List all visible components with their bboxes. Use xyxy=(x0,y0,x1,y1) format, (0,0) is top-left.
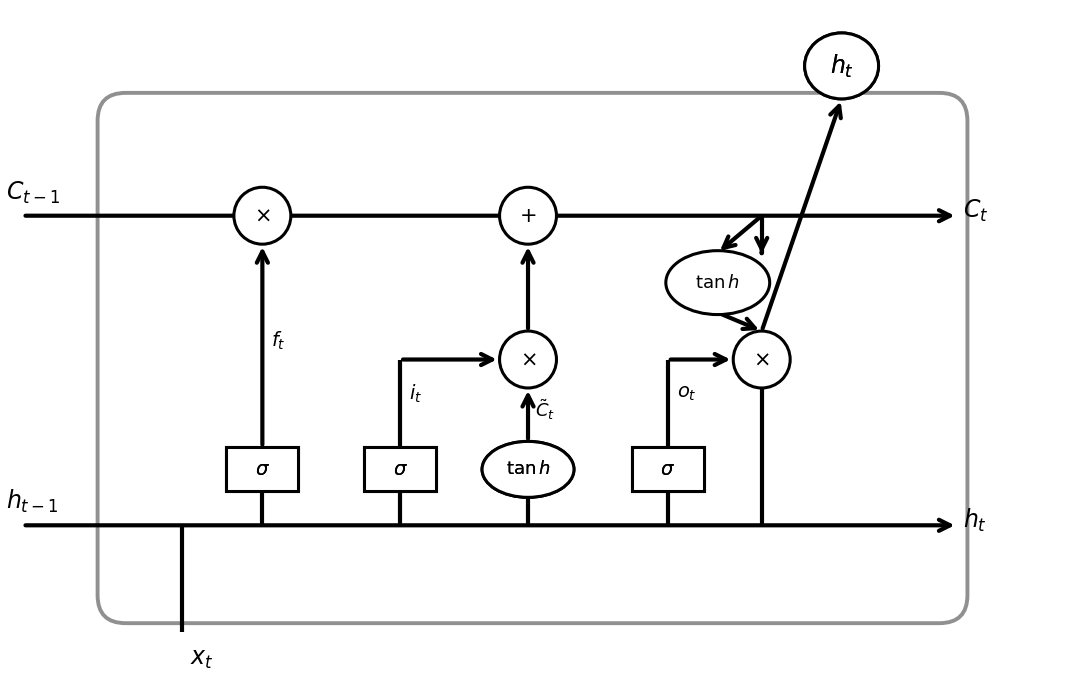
Text: $x_t$: $x_t$ xyxy=(190,647,214,671)
Ellipse shape xyxy=(482,441,573,498)
Text: $\sigma$: $\sigma$ xyxy=(660,460,675,479)
Text: $h_{t-1}$: $h_{t-1}$ xyxy=(5,488,58,515)
Text: $C_t$: $C_t$ xyxy=(963,197,989,224)
Text: $\sigma$: $\sigma$ xyxy=(393,460,407,479)
Text: $C_{t-1}$: $C_{t-1}$ xyxy=(5,180,59,205)
Circle shape xyxy=(733,331,791,388)
Text: $h_t$: $h_t$ xyxy=(829,52,853,79)
Text: $f_t$: $f_t$ xyxy=(271,330,286,352)
Text: $\times$: $\times$ xyxy=(754,350,770,370)
Text: $h_t$: $h_t$ xyxy=(963,506,987,534)
Text: $\tilde{C}_t$: $\tilde{C}_t$ xyxy=(535,397,555,422)
FancyBboxPatch shape xyxy=(227,447,298,492)
Text: $\mathrm{tan}\,h$: $\mathrm{tan}\,h$ xyxy=(505,460,551,479)
FancyBboxPatch shape xyxy=(364,447,436,492)
Text: $\sigma$: $\sigma$ xyxy=(255,460,270,479)
Text: $\sigma$: $\sigma$ xyxy=(255,460,270,479)
Text: $\times$: $\times$ xyxy=(519,350,537,370)
Text: $o_t$: $o_t$ xyxy=(677,384,697,403)
FancyBboxPatch shape xyxy=(364,447,436,492)
FancyBboxPatch shape xyxy=(227,447,298,492)
Text: $i_t$: $i_t$ xyxy=(409,382,422,405)
FancyBboxPatch shape xyxy=(632,447,704,492)
Circle shape xyxy=(500,187,556,244)
Ellipse shape xyxy=(666,251,770,315)
Ellipse shape xyxy=(482,441,573,498)
FancyBboxPatch shape xyxy=(632,447,704,492)
Text: $\sigma$: $\sigma$ xyxy=(393,460,407,479)
Ellipse shape xyxy=(805,33,878,99)
Text: $h_t$: $h_t$ xyxy=(829,52,853,79)
Text: $\mathrm{tan}\,h$: $\mathrm{tan}\,h$ xyxy=(696,274,740,292)
Circle shape xyxy=(234,187,291,244)
Text: $+$: $+$ xyxy=(519,205,537,226)
Text: $\sigma$: $\sigma$ xyxy=(660,460,675,479)
Text: $\times$: $\times$ xyxy=(254,205,271,226)
Circle shape xyxy=(500,331,556,388)
Text: $\mathrm{tan}\,h$: $\mathrm{tan}\,h$ xyxy=(505,460,551,479)
Ellipse shape xyxy=(805,33,878,99)
